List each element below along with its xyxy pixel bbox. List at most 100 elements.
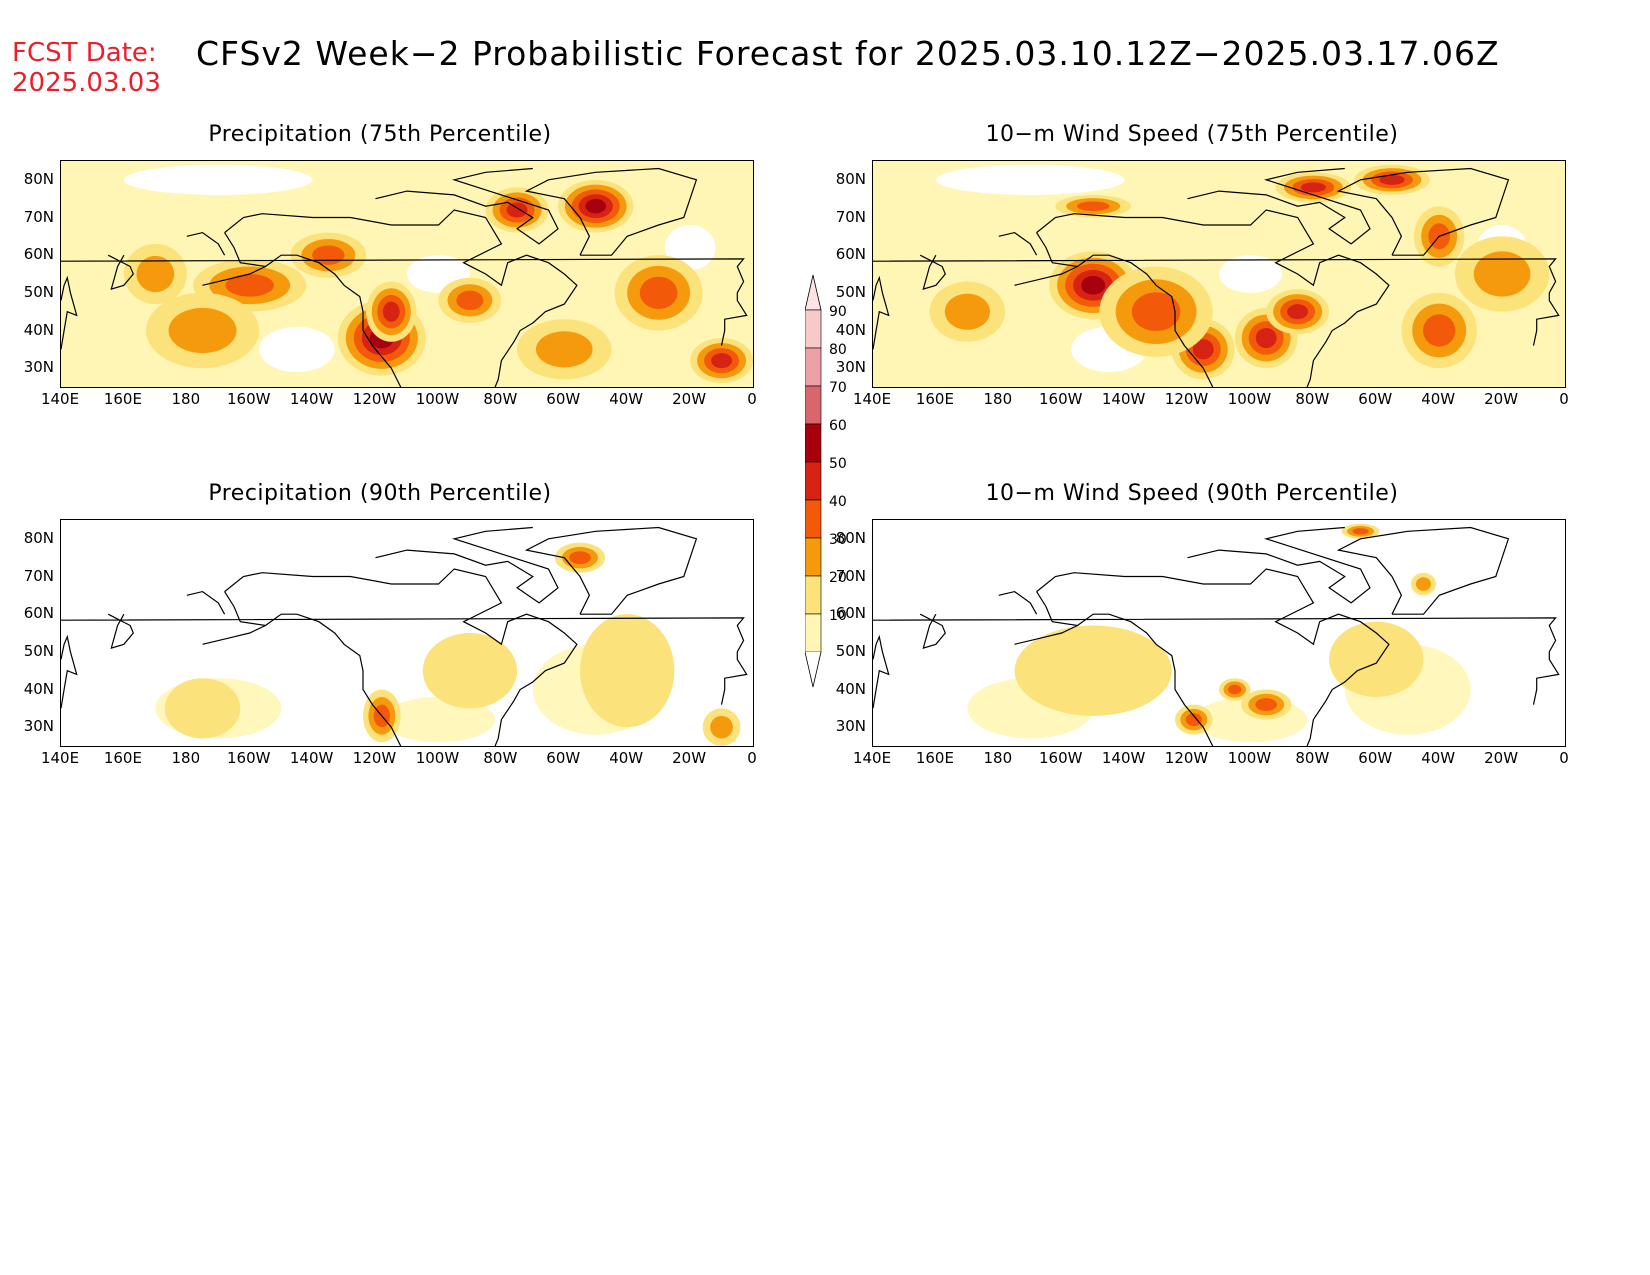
- lon-tick-label: 120W: [352, 390, 397, 408]
- coastline: [224, 209, 578, 387]
- lon-tick-label: 20W: [672, 390, 707, 408]
- lon-tick-label: 40W: [609, 390, 644, 408]
- lon-tick-label: 120W: [352, 749, 397, 767]
- probability-contour: [1081, 276, 1106, 295]
- lat-tick-label: 80N: [835, 169, 866, 188]
- lon-tick-label: 60W: [1358, 390, 1393, 408]
- lon-tick-label: 140W: [1101, 390, 1146, 408]
- map-shading: [61, 161, 753, 387]
- lon-tick-label: 180: [171, 749, 201, 767]
- lon-tick-label: 80W: [1295, 390, 1330, 408]
- lat-tick-label: 80N: [835, 528, 866, 547]
- colorbar-label: 60: [829, 418, 847, 434]
- lon-tick-label: 20W: [672, 749, 707, 767]
- lon-tick-label: 140W: [289, 749, 334, 767]
- probability-contour: [1329, 621, 1424, 698]
- coastline: [873, 617, 1560, 705]
- coastline: [61, 634, 78, 709]
- coastline: [1014, 624, 1078, 645]
- probability-contour: [225, 274, 274, 297]
- probability-contour: [382, 301, 400, 322]
- coastline: [524, 167, 698, 256]
- coastline: [61, 258, 748, 346]
- lat-tick-label: 70N: [23, 207, 54, 226]
- lon-tick-label: 40W: [609, 749, 644, 767]
- coastline: [107, 254, 134, 290]
- lat-tick-label: 80N: [23, 169, 54, 188]
- map-frame: [60, 519, 754, 747]
- lon-tick-label: 140E: [40, 390, 80, 408]
- lon-tick-label: 180: [171, 390, 201, 408]
- coastline: [202, 624, 266, 645]
- lon-tick-label: 140E: [852, 390, 892, 408]
- coastline: [919, 254, 946, 290]
- coastline: [998, 231, 1038, 256]
- panel-wind75: 10−m Wind Speed (75th Percentile) 80N 70N 6…: [812, 122, 1572, 432]
- colorbar-swatch: [804, 613, 822, 653]
- probability-contour: [569, 551, 591, 565]
- coastline: [61, 617, 748, 705]
- colorbar-label: 30: [829, 532, 847, 548]
- probability-contour: [1300, 182, 1326, 193]
- lat-tick-label: 70N: [835, 207, 866, 226]
- probability-contour: [639, 276, 678, 309]
- colorbar-swatch: [804, 499, 822, 539]
- colorbar-swatch: [804, 309, 822, 349]
- probability-contour: [1379, 174, 1405, 185]
- panel-wind90: 10−m Wind Speed (90th Percentile) 80N 70N 6…: [812, 481, 1572, 791]
- probability-contour: [456, 290, 484, 311]
- low-probability-area: [259, 326, 335, 372]
- colorbar-swatch: [804, 537, 822, 577]
- lat-tick-label: 60N: [23, 604, 54, 623]
- lat-tick-label: 80N: [23, 528, 54, 547]
- probability-contour: [136, 255, 175, 293]
- lon-tick-label: 140E: [40, 749, 80, 767]
- coastline: [224, 568, 578, 746]
- lon-tick-label: 40W: [1421, 749, 1456, 767]
- low-probability-area: [123, 164, 313, 195]
- lon-tick-label: 160W: [226, 390, 271, 408]
- map-shading: [873, 520, 1565, 746]
- coastline: [61, 275, 78, 350]
- coastline: [107, 613, 134, 649]
- coastline: [1036, 591, 1214, 746]
- colorbar-swatch: [804, 461, 822, 501]
- colorbar-label: 80: [829, 342, 847, 358]
- map-frame: [872, 160, 1566, 388]
- lon-tick-label: 40W: [1421, 390, 1456, 408]
- probability-contour: [535, 331, 593, 368]
- coastline: [998, 590, 1038, 615]
- fcst-date-block: FCST Date: 2025.03.03: [12, 38, 161, 98]
- colorbar-label: 50: [829, 456, 847, 472]
- coastline: [224, 591, 402, 746]
- colorbar-label: 40: [829, 494, 847, 510]
- lat-tick-label: 50N: [835, 282, 866, 301]
- coastline: [873, 258, 1560, 346]
- panel-title: 10−m Wind Speed (90th Percentile): [985, 481, 1399, 506]
- probability-contour: [1192, 339, 1214, 360]
- lon-tick-label: 60W: [546, 749, 581, 767]
- panel-title: Precipitation (75th Percentile): [208, 122, 552, 147]
- probability-contour: [422, 633, 518, 709]
- probability-contour: [1473, 251, 1531, 297]
- probability-area: [381, 697, 496, 743]
- probability-contour: [1255, 327, 1277, 349]
- coastline: [224, 232, 402, 387]
- lon-tick-label: 0: [1559, 390, 1569, 408]
- lon-tick-label: 80W: [483, 390, 518, 408]
- colorbar-swatch: [804, 385, 822, 425]
- map-frame: [872, 519, 1566, 747]
- probability-contour: [580, 614, 675, 728]
- colorbar-swatch: [804, 347, 822, 387]
- lon-tick-label: 0: [747, 749, 757, 767]
- colorbar-top-arrow: [804, 274, 822, 311]
- lat-tick-label: 70N: [835, 566, 866, 585]
- coastline: [375, 526, 559, 604]
- lon-tick-label: 160W: [1038, 749, 1083, 767]
- lon-tick-label: 0: [1559, 749, 1569, 767]
- lon-tick-label: 60W: [546, 390, 581, 408]
- colorbar-label: 90: [829, 304, 847, 320]
- coastline: [375, 167, 559, 245]
- lat-tick-label: 30N: [23, 717, 54, 736]
- coastline: [524, 526, 698, 615]
